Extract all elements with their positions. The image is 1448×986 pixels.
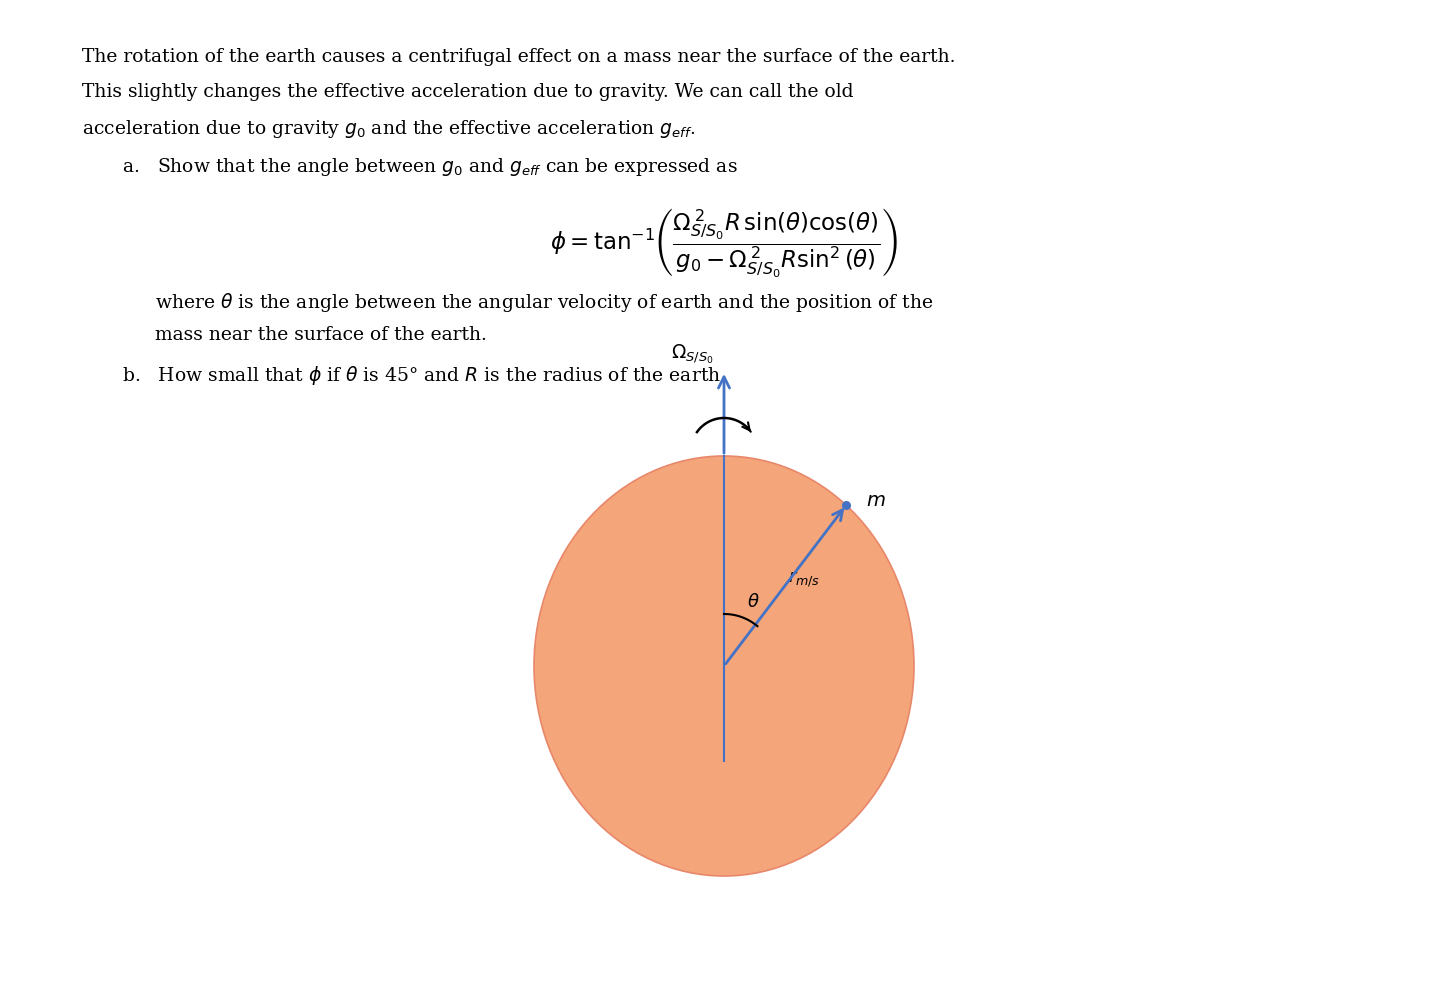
Text: a.   Show that the angle between $g_0$ and $g_{eff}$ can be expressed as: a. Show that the angle between $g_0$ and… <box>122 156 737 178</box>
Text: This slightly changes the effective acceleration due to gravity. We can call the: This slightly changes the effective acce… <box>83 83 853 101</box>
Text: $r_{m/s}$: $r_{m/s}$ <box>789 570 821 590</box>
Text: b.   How small that $\phi$ if $\theta$ is 45° and $R$ is the radius of the earth: b. How small that $\phi$ if $\theta$ is … <box>122 364 725 387</box>
Text: where $\theta$ is the angle between the angular velocity of earth and the positi: where $\theta$ is the angle between the … <box>155 291 934 314</box>
Text: mass near the surface of the earth.: mass near the surface of the earth. <box>155 326 487 344</box>
Text: $\phi = \tan^{-1}\!\left(\dfrac{\Omega_{S/S_0}^{\;2}R\,\sin(\theta)\cos(\theta)}: $\phi = \tan^{-1}\!\left(\dfrac{\Omega_{… <box>550 206 898 279</box>
Text: The rotation of the earth causes a centrifugal effect on a mass near the surface: The rotation of the earth causes a centr… <box>83 48 956 66</box>
Text: $m$: $m$ <box>866 491 886 510</box>
Text: acceleration due to gravity $g_0$ and the effective acceleration $g_{eff}$.: acceleration due to gravity $g_0$ and th… <box>83 118 696 140</box>
Text: $\Omega_{S/S_0}$: $\Omega_{S/S_0}$ <box>672 342 714 366</box>
Ellipse shape <box>534 456 914 876</box>
Text: $\theta$: $\theta$ <box>747 594 760 611</box>
